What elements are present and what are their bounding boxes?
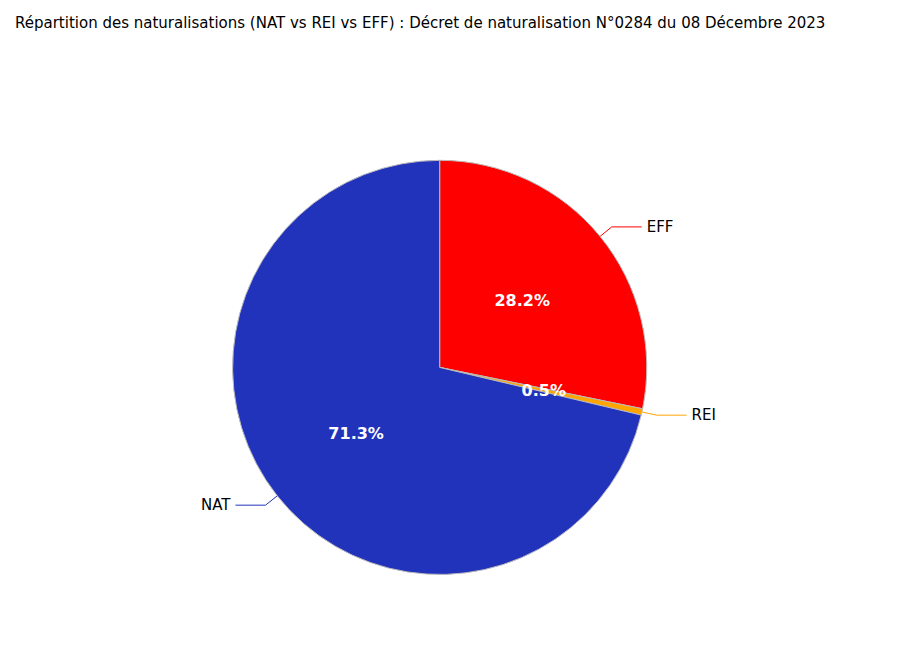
- svg-text:REI: REI: [692, 406, 716, 424]
- svg-text:0.5%: 0.5%: [522, 381, 566, 400]
- svg-text:71.3%: 71.3%: [328, 424, 384, 443]
- svg-text:28.2%: 28.2%: [494, 291, 550, 310]
- svg-text:NAT: NAT: [201, 496, 231, 514]
- svg-text:Répartition des naturalisation: Répartition des naturalisations (NAT vs …: [15, 14, 825, 32]
- svg-text:EFF: EFF: [647, 218, 674, 236]
